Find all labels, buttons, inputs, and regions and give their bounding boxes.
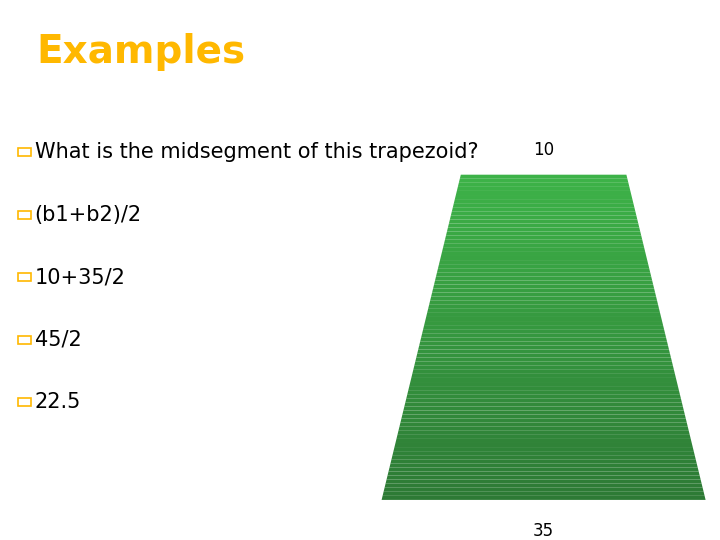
Polygon shape: [428, 305, 659, 309]
Polygon shape: [452, 207, 635, 211]
Polygon shape: [405, 402, 683, 407]
Polygon shape: [408, 390, 680, 394]
Polygon shape: [397, 435, 690, 439]
Polygon shape: [458, 183, 629, 187]
Polygon shape: [398, 427, 689, 431]
Bar: [18, 148, 31, 157]
Polygon shape: [440, 256, 647, 260]
Polygon shape: [437, 268, 650, 272]
Text: 45/2: 45/2: [35, 329, 81, 349]
Polygon shape: [418, 346, 669, 349]
Bar: [18, 335, 31, 343]
Polygon shape: [459, 179, 629, 183]
Polygon shape: [460, 175, 627, 179]
Polygon shape: [422, 329, 665, 333]
Text: 10+35/2: 10+35/2: [35, 267, 125, 287]
Polygon shape: [402, 415, 685, 419]
Polygon shape: [405, 399, 682, 402]
Polygon shape: [415, 357, 672, 362]
Polygon shape: [392, 455, 696, 459]
Polygon shape: [454, 199, 634, 203]
Polygon shape: [426, 313, 661, 317]
Polygon shape: [395, 439, 692, 443]
Text: Examples: Examples: [36, 33, 245, 71]
Polygon shape: [432, 288, 655, 293]
Polygon shape: [418, 349, 670, 354]
Polygon shape: [433, 285, 654, 288]
Polygon shape: [453, 203, 634, 207]
Polygon shape: [444, 240, 643, 244]
Text: 22.5: 22.5: [35, 392, 81, 412]
Polygon shape: [386, 480, 701, 484]
Polygon shape: [402, 410, 685, 415]
Polygon shape: [414, 362, 673, 366]
Polygon shape: [382, 496, 706, 500]
Polygon shape: [446, 232, 642, 235]
Polygon shape: [442, 248, 645, 252]
Polygon shape: [400, 423, 688, 427]
Text: (b1+b2)/2: (b1+b2)/2: [35, 205, 142, 225]
Polygon shape: [456, 191, 631, 195]
Polygon shape: [431, 293, 656, 296]
Polygon shape: [450, 215, 637, 219]
Polygon shape: [410, 378, 677, 382]
Polygon shape: [435, 276, 652, 280]
Text: 10: 10: [533, 141, 554, 159]
Polygon shape: [400, 418, 687, 423]
Polygon shape: [439, 260, 648, 264]
Polygon shape: [409, 382, 678, 386]
Polygon shape: [423, 325, 664, 329]
Polygon shape: [403, 407, 684, 410]
Polygon shape: [389, 468, 698, 471]
Bar: [18, 273, 31, 281]
Polygon shape: [382, 492, 705, 496]
Polygon shape: [413, 370, 675, 374]
Text: 35: 35: [533, 522, 554, 540]
Polygon shape: [397, 431, 690, 435]
Polygon shape: [451, 211, 636, 215]
Polygon shape: [411, 374, 676, 378]
Polygon shape: [443, 244, 644, 248]
Polygon shape: [384, 484, 703, 488]
Bar: [18, 398, 31, 406]
Polygon shape: [384, 488, 703, 492]
Polygon shape: [406, 394, 681, 399]
Polygon shape: [449, 219, 639, 224]
Polygon shape: [395, 443, 693, 447]
Bar: [18, 211, 31, 219]
Polygon shape: [455, 195, 632, 199]
Polygon shape: [424, 321, 663, 325]
Polygon shape: [436, 272, 651, 276]
Polygon shape: [394, 447, 694, 451]
Polygon shape: [456, 187, 631, 191]
Polygon shape: [434, 280, 653, 285]
Polygon shape: [390, 463, 698, 468]
Text: What is the midsegment of this trapezoid?: What is the midsegment of this trapezoid…: [35, 143, 478, 163]
Polygon shape: [430, 296, 657, 301]
Polygon shape: [429, 301, 658, 305]
Polygon shape: [390, 459, 697, 463]
Polygon shape: [420, 338, 667, 341]
Polygon shape: [441, 252, 647, 256]
Polygon shape: [445, 235, 642, 240]
Polygon shape: [419, 341, 668, 346]
Polygon shape: [413, 366, 674, 370]
Polygon shape: [408, 386, 679, 390]
Polygon shape: [427, 309, 660, 313]
Polygon shape: [387, 471, 700, 476]
Polygon shape: [447, 227, 640, 232]
Polygon shape: [387, 476, 701, 480]
Polygon shape: [421, 333, 666, 338]
Polygon shape: [392, 451, 695, 455]
Polygon shape: [416, 354, 671, 357]
Polygon shape: [438, 264, 649, 268]
Polygon shape: [448, 224, 639, 227]
Polygon shape: [425, 317, 662, 321]
